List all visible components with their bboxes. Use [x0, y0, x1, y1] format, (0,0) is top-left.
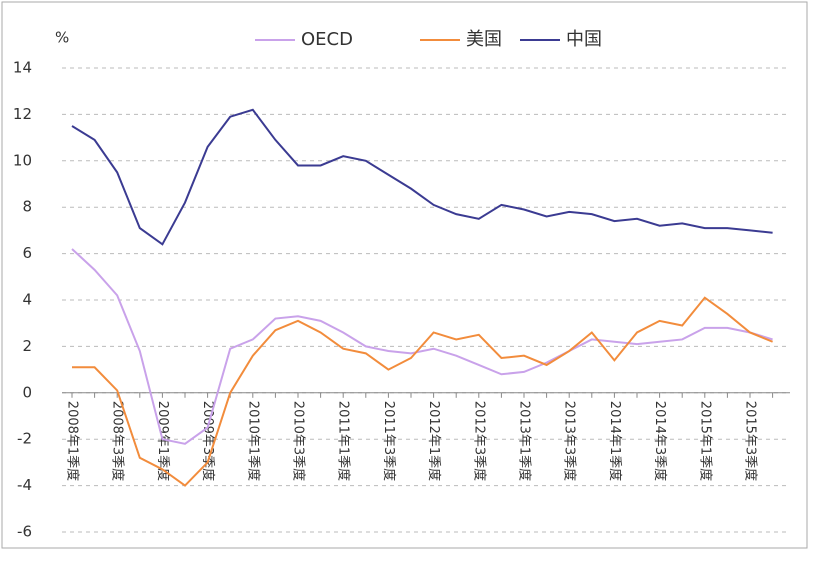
y-tick-label: 12	[13, 105, 32, 123]
x-tick-label: 2013年3季度	[562, 401, 578, 481]
y-tick-label: -4	[17, 476, 32, 494]
x-tick-label: 2013年1季度	[517, 401, 533, 481]
x-tick-label: 2011年1季度	[336, 401, 352, 481]
x-tick-label: 2014年1季度	[607, 401, 623, 481]
series-line	[71, 108, 773, 246]
y-axis-label: %	[55, 29, 69, 47]
y-tick-label: 14	[13, 59, 32, 77]
y-tick-label: 2	[22, 337, 32, 355]
series-line	[72, 296, 773, 487]
x-tick-label: 2009年3季度	[200, 401, 216, 481]
x-tick-label: 2014年3季度	[652, 401, 668, 481]
series-line	[71, 248, 773, 445]
x-tick-label: 2010年1季度	[245, 401, 261, 481]
y-tick-label: 6	[22, 244, 32, 262]
y-tick-label: -6	[17, 523, 32, 541]
legend-label: 美国	[466, 29, 502, 50]
x-tick-label: 2012年1季度	[426, 401, 442, 481]
legend-label: 中国	[566, 29, 602, 50]
y-tick-label: -2	[17, 430, 32, 448]
x-tick-label: 2010年3季度	[291, 401, 307, 481]
x-tick-label: 2009年1季度	[155, 401, 171, 481]
y-tick-label: 4	[22, 291, 32, 309]
x-tick-label: 2008年3季度	[110, 401, 126, 481]
frame	[1, 1, 808, 549]
x-tick-label: 2011年3季度	[381, 401, 397, 481]
y-tick-label: 8	[22, 198, 32, 216]
legend-label: OECD	[301, 29, 353, 50]
x-tick-label: 2008年1季度	[65, 401, 81, 481]
x-tick-label: 2012年3季度	[471, 401, 487, 481]
y-tick-label: 10	[13, 151, 32, 169]
x-tick-label: 2015年1季度	[697, 401, 713, 481]
x-tick-label: 2015年3季度	[743, 401, 759, 481]
y-tick-label: 0	[22, 383, 32, 401]
